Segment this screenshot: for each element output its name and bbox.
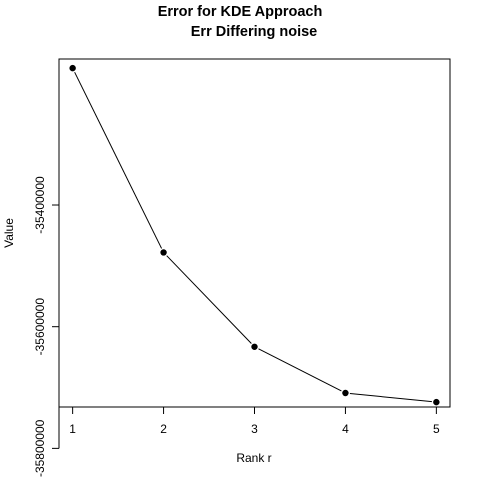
data-point [342, 389, 349, 397]
line-segment [349, 392, 432, 403]
y-tick-label: -35600000 [33, 298, 47, 356]
data-points [69, 64, 440, 406]
data-point [433, 398, 440, 406]
x-tick-label: 3 [251, 422, 258, 436]
x-axis-label: Rank r [236, 451, 271, 465]
x-tick-label: 4 [342, 422, 349, 436]
y-axis: -35400000 -35600000 -35800000 [33, 176, 60, 477]
series-line [74, 71, 432, 403]
x-tick-label: 5 [433, 422, 440, 436]
x-tick-label: 2 [160, 422, 167, 436]
plot-frame [58, 58, 451, 408]
x-tick-label: 1 [69, 422, 76, 436]
x-axis: 1 2 3 4 5 [69, 406, 440, 436]
chart-subtitle: Err Differing noise [191, 24, 318, 40]
line-segment [166, 255, 252, 344]
y-tick-label: -35400000 [33, 176, 47, 234]
data-point [160, 249, 167, 256]
line-segment [258, 348, 342, 392]
y-tick-label: -35800000 [33, 419, 47, 477]
data-point [251, 343, 258, 350]
line-segment [74, 71, 163, 249]
y-axis-label: Value [2, 218, 16, 248]
chart-title: Error for KDE Approach [158, 4, 323, 20]
data-point [69, 64, 76, 72]
